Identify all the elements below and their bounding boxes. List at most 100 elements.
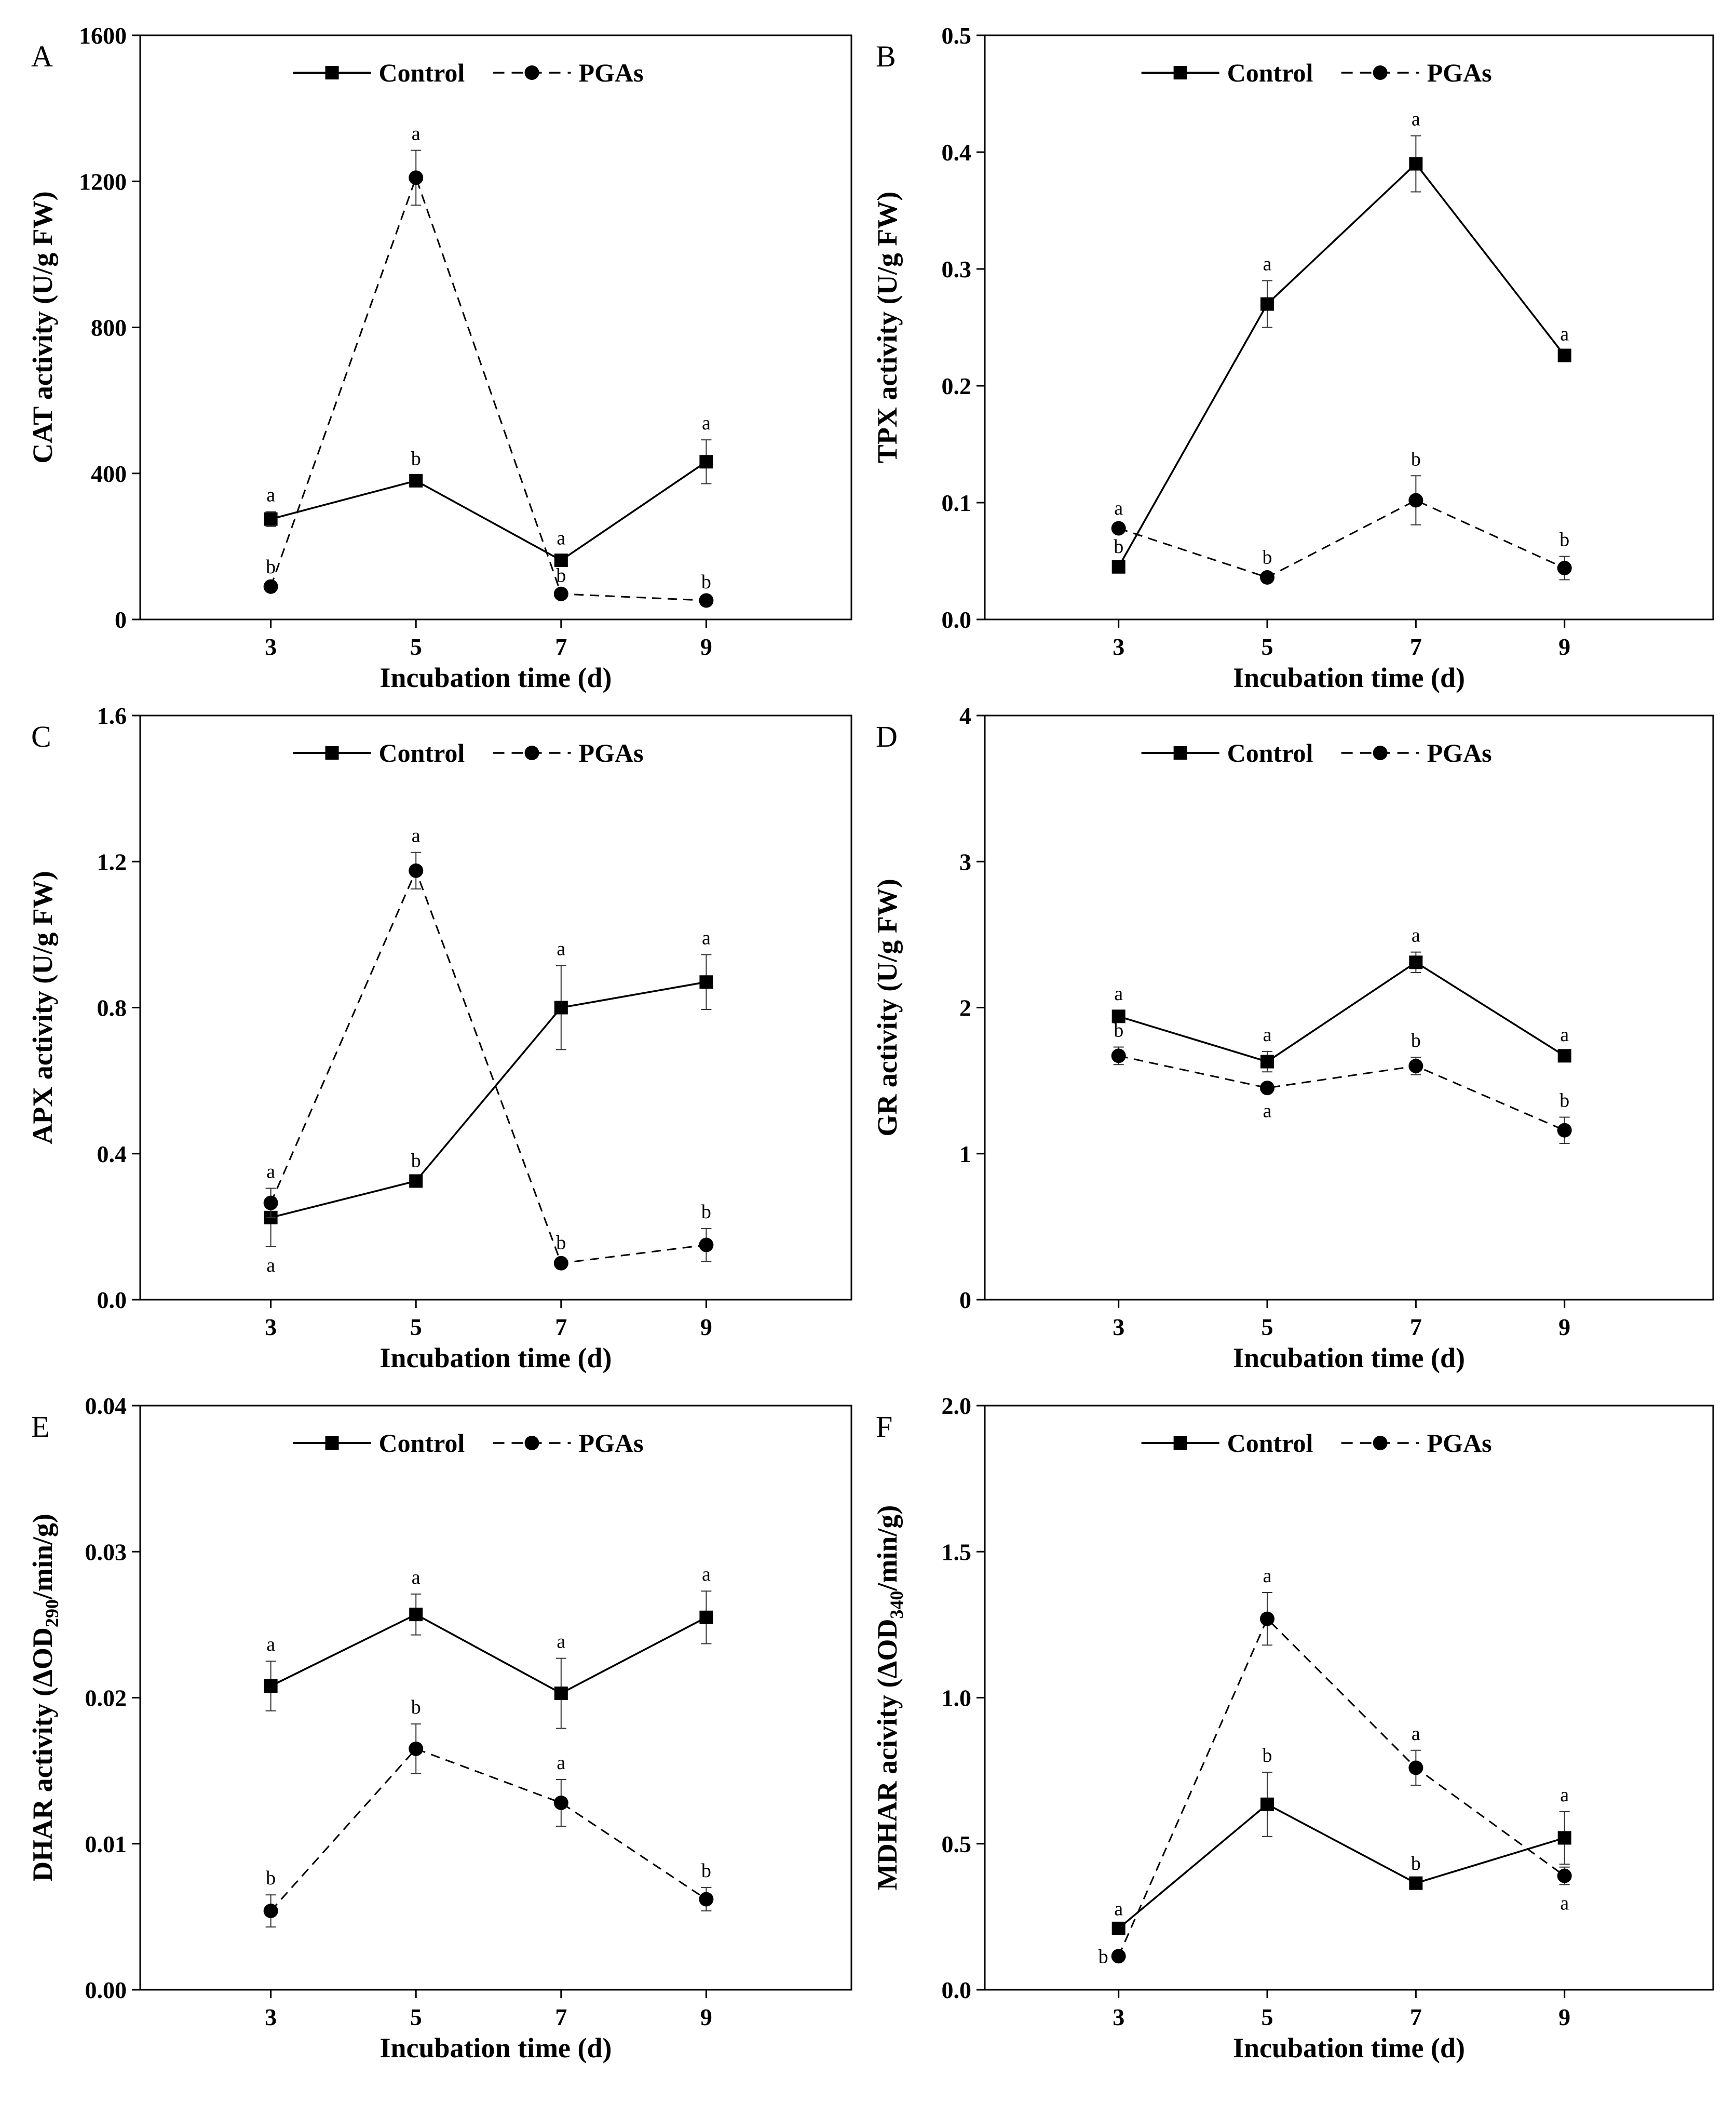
chart-panel-f: F 0.0 0.5 1.0 1.5 2.0 3 5 7 9 Incubation time (d) M… (872, 1393, 1714, 2063)
significance-label-pgas: a (1114, 497, 1123, 519)
y-tick-label-c: 0.4 (97, 1141, 127, 1167)
y-tick-label-e: 0.02 (85, 1685, 127, 1711)
series-control-b: b a a a (1111, 109, 1571, 574)
y-tick-label-b: 0.2 (942, 373, 972, 399)
legend-control-marker (1173, 1436, 1187, 1450)
legend-a: Control PGAs (293, 58, 644, 87)
y-tick-label-c: 1.6 (97, 703, 127, 729)
significance-label-pgas: a (1263, 1565, 1272, 1587)
legend-control-label: Control (1227, 1428, 1313, 1458)
data-point-control (1409, 157, 1423, 171)
y-tick-label-d: 2 (959, 995, 971, 1021)
significance-label-control: a (1412, 109, 1420, 130)
x-axis-title-a: Incubation time (d) (379, 662, 612, 693)
legend-pgas-marker (1373, 65, 1388, 80)
legend-pgas-label: PGAs (1427, 1428, 1492, 1458)
x-tick-label-b: 7 (1410, 633, 1422, 660)
legend-control-label: Control (1227, 738, 1313, 767)
y-tick-label-b: 0.0 (942, 606, 972, 633)
significance-label-control: b (411, 448, 421, 469)
significance-label-pgas: b (411, 1696, 421, 1718)
significance-label-control: a (702, 412, 711, 434)
data-point-pgas (699, 1892, 714, 1907)
significance-label-pgas: b (701, 1201, 711, 1223)
series-pgas-a: b a b b (263, 123, 714, 608)
panel-letter-e: E (31, 1410, 49, 1444)
data-point-control (699, 1610, 713, 1624)
data-point-control (409, 474, 423, 488)
significance-label-pgas: a (1263, 1100, 1272, 1122)
significance-label-pgas: b (1411, 448, 1421, 470)
y-tick-label-c: 0.8 (97, 995, 127, 1021)
series-control-a: a b a a (264, 412, 713, 568)
significance-label-pgas: b (1411, 1030, 1421, 1051)
data-point-control (554, 1001, 568, 1015)
x-tick-label-b: 3 (1113, 633, 1124, 660)
significance-label-pgas: b (266, 556, 276, 578)
x-axis-title-d: Incubation time (d) (1233, 1342, 1465, 1373)
series-pgas-e: b b a b (263, 1696, 714, 1928)
data-point-pgas (1111, 1949, 1126, 1964)
significance-label-control: a (557, 938, 565, 960)
data-point-pgas (1111, 521, 1126, 536)
legend-pgas-marker (1373, 746, 1388, 760)
x-tick-label-f: 5 (1262, 2004, 1273, 2030)
legend-control-label: Control (379, 58, 465, 87)
series-control-d: a a a a (1111, 925, 1571, 1073)
data-point-control (1260, 1055, 1274, 1069)
data-point-control (699, 975, 713, 989)
series-control-c: a b a a (264, 927, 713, 1276)
legend-c: Control PGAs (293, 738, 644, 767)
data-point-control (1557, 1831, 1571, 1845)
series-line-control (1118, 1803, 1565, 1930)
y-axis-title-f: MDHAR acivity (ΔOD340/min/g) (872, 1505, 907, 1891)
data-point-pgas (699, 593, 714, 608)
series-line-control (270, 1613, 707, 1695)
y-tick-label-a: 0 (115, 606, 127, 633)
legend-pgas-marker (1373, 1436, 1388, 1450)
data-point-pgas (1260, 570, 1275, 585)
panel-letter-a: A (31, 39, 53, 73)
legend-f: Control PGAs (1141, 1428, 1492, 1458)
x-tick-label-d: 3 (1113, 1314, 1124, 1340)
data-point-control (554, 1687, 568, 1701)
series-line-control (270, 461, 707, 562)
significance-label-pgas: b (1098, 1946, 1108, 1967)
y-tick-label-d: 3 (959, 848, 971, 875)
x-tick-label-e: 9 (700, 2004, 712, 2030)
series-line-control (1118, 162, 1566, 568)
legend-control-marker (325, 746, 339, 760)
plot-frame-b (984, 34, 1714, 621)
chart-panel-b: B 0.0 0.1 0.2 0.3 0.4 0.5 3 5 7 9 Incubation time (… (872, 22, 1714, 693)
x-axis-title-c: Incubation time (d) (379, 1342, 612, 1373)
series-control-f: a b b a (1111, 1745, 1571, 1935)
significance-label-pgas: b (556, 1232, 566, 1254)
data-point-pgas (1557, 1123, 1572, 1138)
x-tick-label-f: 7 (1410, 2004, 1422, 2030)
y-tick-label-d: 0 (959, 1287, 971, 1313)
legend-control-marker (325, 1436, 339, 1450)
legend-pgas-marker (524, 65, 539, 80)
significance-label-pgas: b (1263, 546, 1272, 568)
y-tick-label-b: 0.5 (942, 22, 972, 49)
data-point-pgas (699, 1237, 714, 1252)
panel-letter-c: C (31, 720, 51, 753)
panel-letter-d: D (876, 720, 898, 753)
legend-control-label: Control (379, 738, 465, 767)
legend-control-marker (325, 66, 339, 79)
significance-label-control: a (1263, 253, 1272, 275)
significance-label-pgas: b (701, 571, 711, 593)
significance-label-pgas: a (557, 1752, 565, 1774)
legend-pgas-label: PGAs (579, 1428, 644, 1458)
significance-label-pgas: b (701, 1860, 711, 1882)
significance-label-pgas: b (266, 1867, 276, 1889)
y-tick-label-f: 1.5 (942, 1539, 972, 1565)
x-tick-label-d: 7 (1410, 1314, 1422, 1340)
x-tick-label-d: 5 (1262, 1314, 1273, 1340)
series-line-pgas (270, 868, 707, 1264)
y-tick-label-f: 2.0 (942, 1393, 972, 1419)
data-point-pgas (409, 863, 424, 878)
data-point-control (554, 554, 568, 568)
x-tick-label-b: 9 (1558, 633, 1570, 660)
